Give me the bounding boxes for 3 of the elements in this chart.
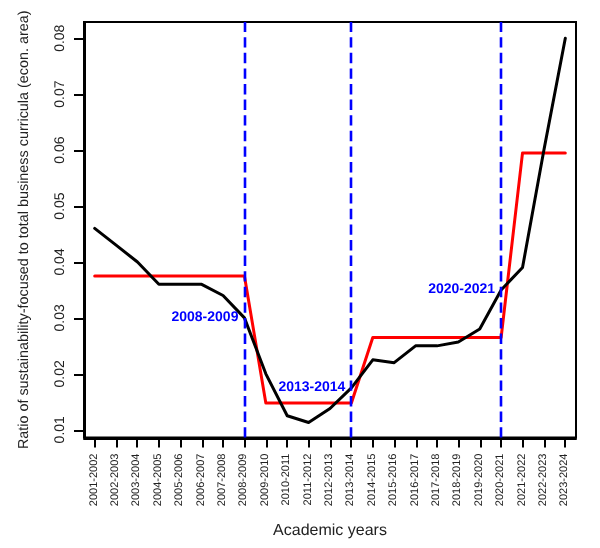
line-series (93, 36, 567, 424)
x-axis-title: Academic years (273, 521, 387, 539)
line-series (93, 151, 567, 405)
